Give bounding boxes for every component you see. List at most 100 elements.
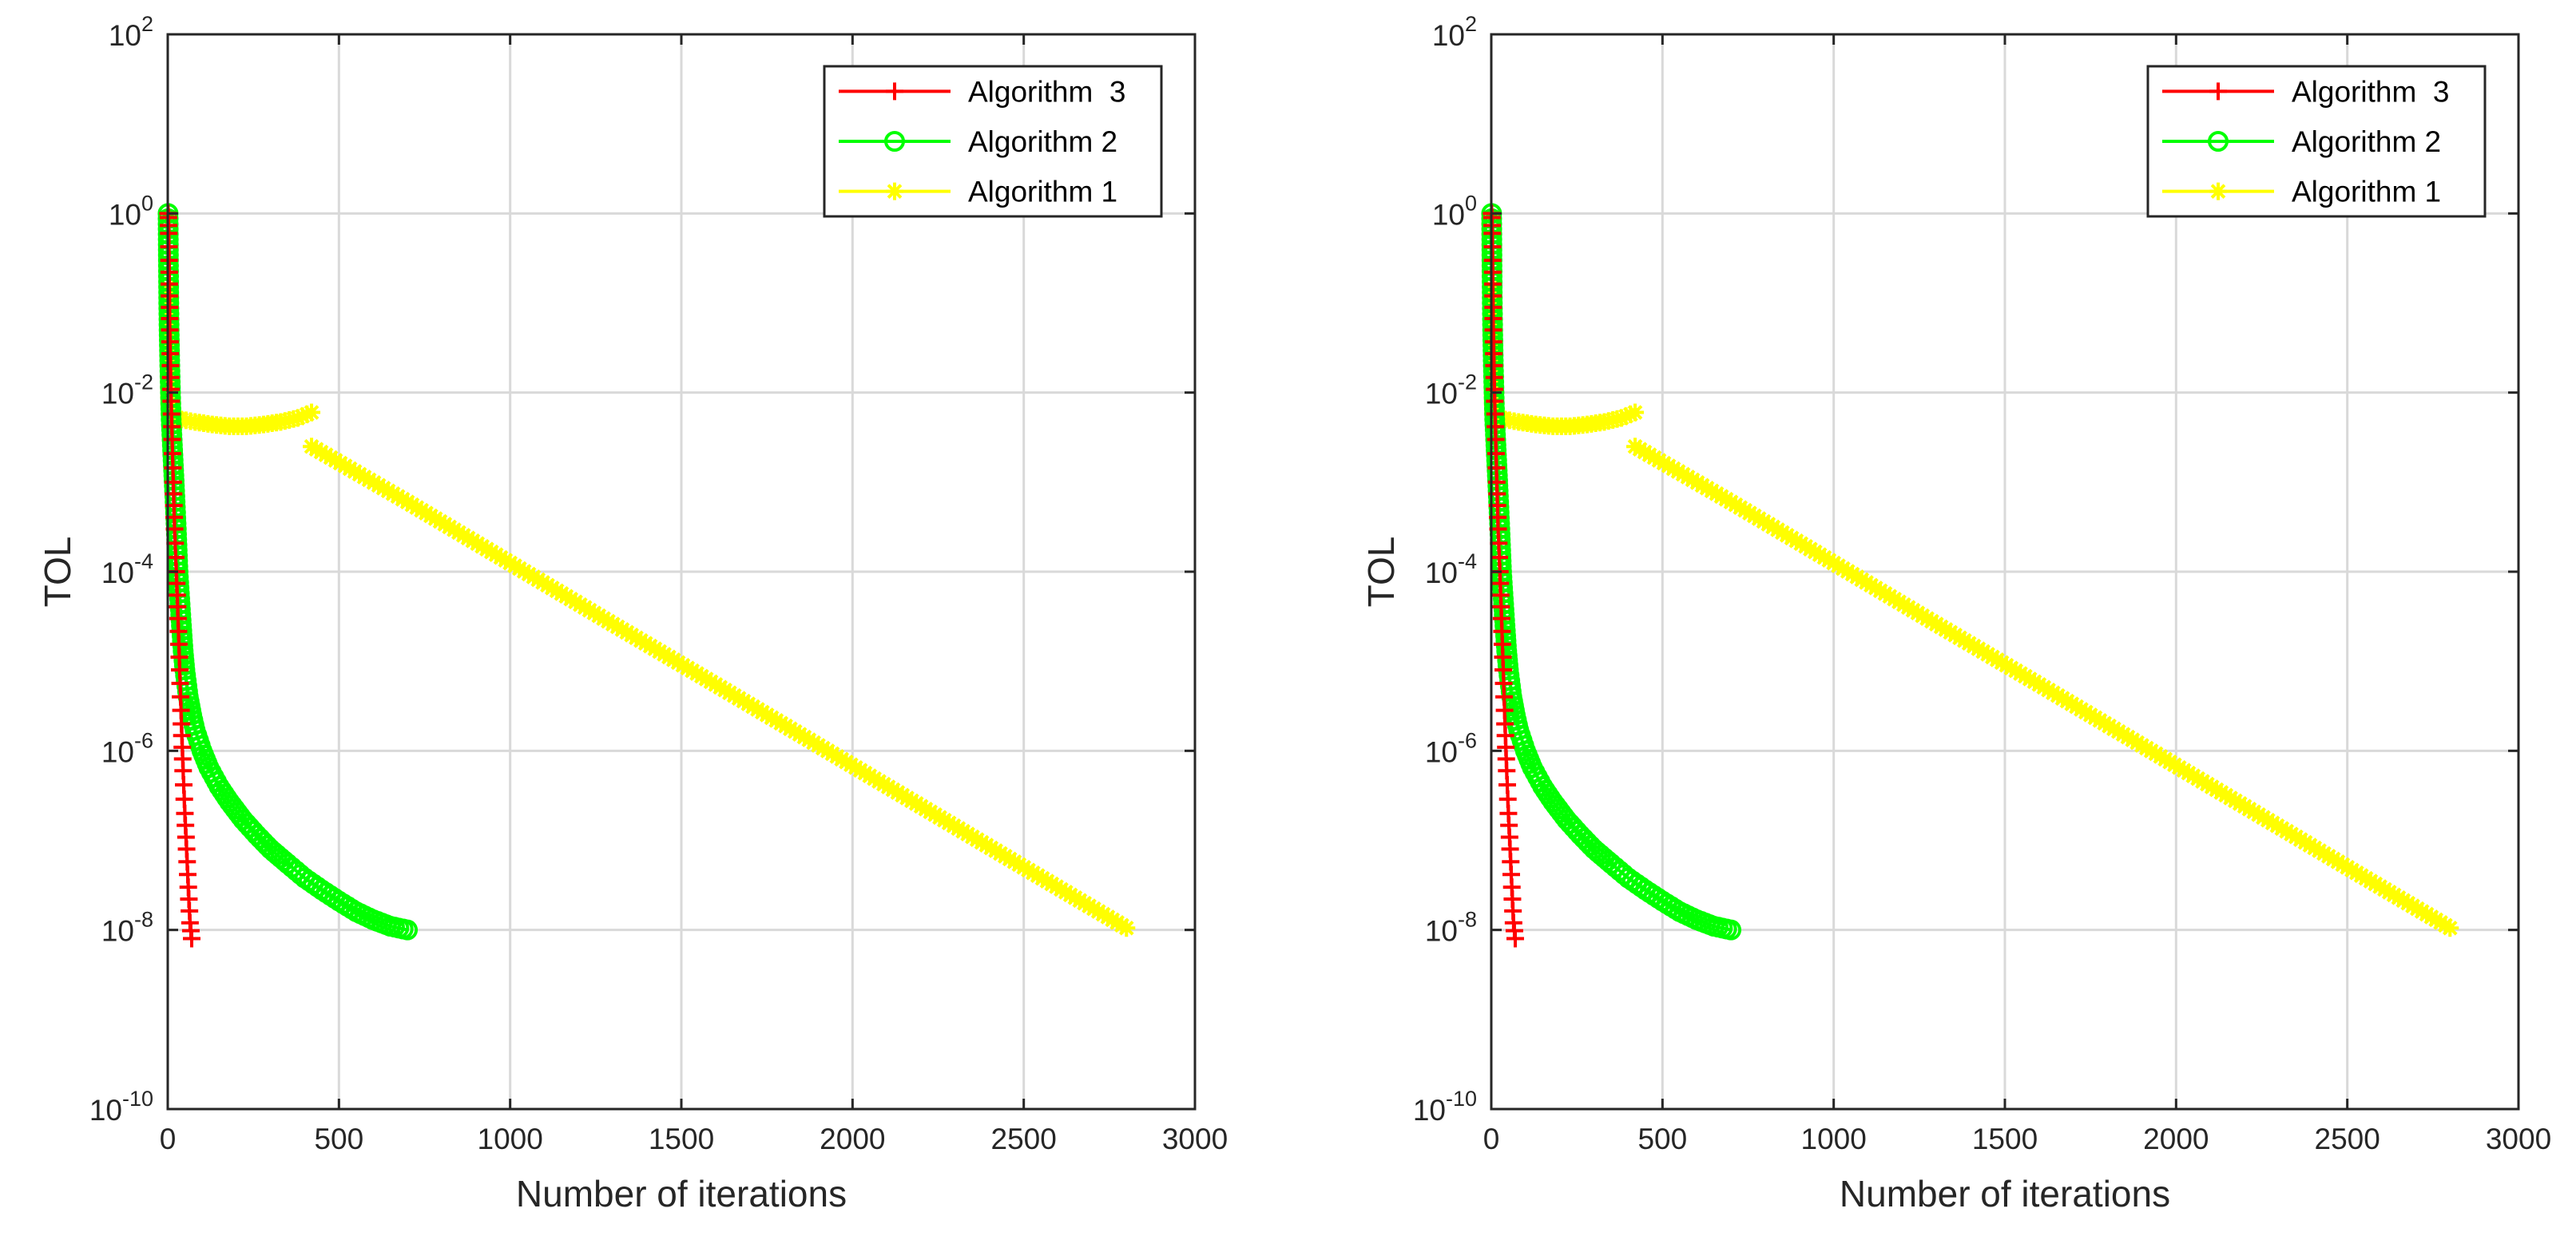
data-point-asterisk: [1617, 407, 1635, 426]
y-tick-label: 10-8: [101, 908, 153, 948]
y-tick-label: 10-4: [1425, 549, 1477, 589]
x-axis-label: Number of iterations: [1840, 1173, 2170, 1214]
legend-marker-plus: [886, 82, 903, 101]
data-point-asterisk: [1117, 919, 1136, 937]
y-tick-exponent: 0: [1465, 191, 1477, 215]
y-tick-label: 102: [1432, 12, 1477, 52]
series-algorithm-3: [1482, 204, 1525, 948]
y-tick-base: 10: [101, 735, 134, 768]
y-tick-label: 100: [1432, 191, 1477, 231]
legend-label: Algorithm 3: [2292, 75, 2449, 108]
legend-entry: Algorithm 1: [2162, 176, 2441, 208]
x-tick-label: 500: [1637, 1123, 1687, 1155]
y-tick-exponent: -6: [1458, 728, 1477, 752]
legend-label: Algorithm 1: [2292, 176, 2441, 208]
x-tick-label: 0: [1483, 1123, 1500, 1155]
x-tick-label: 2000: [2143, 1123, 2209, 1155]
x-tick-label: 1500: [649, 1123, 714, 1155]
y-tick-exponent: 2: [141, 12, 153, 36]
legend-marker-circle: [884, 131, 905, 152]
legend-marker-circle: [2208, 131, 2229, 152]
y-tick-label: 10-2: [101, 370, 153, 410]
data-point-asterisk: [293, 407, 312, 426]
data-point-asterisk: [288, 409, 307, 427]
y-tick-label: 100: [109, 191, 153, 231]
legend-entry: Algorithm 2: [839, 125, 1117, 158]
right-chart-panel: 0 500 1000 1500 2000 2500 300010-1010-810-610-…: [1360, 12, 2551, 1214]
legend-entry: Algorithm 1: [839, 176, 1117, 208]
x-tick-label: 1000: [478, 1123, 543, 1155]
y-tick-base: 10: [101, 378, 134, 410]
legend-marker-asterisk: [886, 182, 903, 200]
y-tick-exponent: 2: [1465, 12, 1477, 36]
left-chart-panel: 0 500 1000 1500 2000 2500 300010-1010-810-610-…: [37, 12, 1228, 1214]
y-tick-base: 10: [1425, 735, 1458, 768]
y-tick-exponent: -6: [134, 728, 153, 752]
data-point-asterisk: [303, 403, 321, 422]
y-tick-base: 10: [109, 19, 141, 52]
y-axis-label: TOL: [37, 537, 78, 608]
y-tick-base: 10: [1425, 557, 1458, 589]
series-algorithm-3: [159, 204, 201, 948]
y-tick-base: 10: [1425, 915, 1458, 948]
y-tick-base: 10: [1432, 198, 1465, 231]
data-point-asterisk: [1626, 403, 1645, 422]
legend-entry: Algorithm 3: [839, 75, 1125, 108]
data-point-circle: [1721, 919, 1742, 941]
y-tick-exponent: -10: [1446, 1087, 1477, 1111]
legend-marker-asterisk: [2209, 182, 2227, 200]
y-tick-exponent: -2: [134, 370, 153, 394]
legend-marker-plus: [2209, 82, 2227, 101]
data-point-plus: [1506, 929, 1525, 948]
x-axis-label: Number of iterations: [516, 1173, 847, 1214]
y-tick-exponent: -8: [134, 908, 153, 932]
y-tick-base: 10: [109, 198, 141, 231]
legend-label: Algorithm 2: [2292, 125, 2441, 158]
x-tick-label: 0: [160, 1123, 177, 1155]
y-tick-exponent: -8: [1458, 908, 1477, 932]
x-tick-label: 3000: [2486, 1123, 2551, 1155]
y-tick-label: 10-4: [101, 549, 153, 589]
y-tick-base: 10: [1413, 1094, 1446, 1127]
legend-label: Algorithm 2: [968, 125, 1117, 158]
x-tick-label: 2500: [991, 1123, 1057, 1155]
x-tick-label: 500: [314, 1123, 363, 1155]
y-tick-label: 10-6: [101, 728, 153, 768]
legend: Algorithm 3 Algorithm 2 Algorithm 1: [823, 65, 1163, 218]
y-tick-label: 10-6: [1425, 728, 1477, 768]
x-tick-label: 1000: [1801, 1123, 1867, 1155]
y-tick-exponent: -10: [122, 1087, 153, 1111]
y-tick-label: 10-10: [1413, 1087, 1477, 1127]
data-point-asterisk: [1612, 409, 1630, 427]
legend-entry: Algorithm 2: [2162, 125, 2441, 158]
y-tick-base: 10: [1432, 19, 1465, 52]
x-tick-label: 1500: [1972, 1123, 2038, 1155]
y-tick-label: 102: [109, 12, 153, 52]
y-tick-label: 10-2: [1425, 370, 1477, 410]
data-point-asterisk: [1621, 405, 1640, 423]
x-tick-label: 2500: [2315, 1123, 2380, 1155]
data-point-circle: [397, 919, 419, 941]
y-tick-base: 10: [101, 915, 134, 948]
series-group: [1481, 203, 2459, 948]
y-tick-exponent: -4: [134, 549, 153, 573]
x-tick-label: 3000: [1162, 1123, 1228, 1155]
legend-entry: Algorithm 3: [2162, 75, 2449, 108]
y-tick-base: 10: [1425, 378, 1458, 410]
legend: Algorithm 3 Algorithm 2 Algorithm 1: [2146, 65, 2487, 218]
y-tick-base: 10: [101, 557, 134, 589]
data-point-asterisk: [2441, 919, 2459, 937]
y-tick-exponent: -4: [1458, 549, 1477, 573]
y-tick-base: 10: [89, 1094, 122, 1127]
y-axis-label: TOL: [1360, 537, 1402, 608]
legend-label: Algorithm 1: [968, 176, 1117, 208]
data-point-plus: [183, 929, 201, 948]
data-point-asterisk: [298, 405, 316, 423]
y-tick-exponent: -2: [1458, 370, 1477, 394]
x-tick-label: 2000: [820, 1123, 885, 1155]
y-tick-exponent: 0: [141, 191, 153, 215]
y-tick-label: 10-8: [1425, 908, 1477, 948]
y-tick-label: 10-10: [89, 1087, 153, 1127]
legend-label: Algorithm 3: [968, 75, 1125, 108]
